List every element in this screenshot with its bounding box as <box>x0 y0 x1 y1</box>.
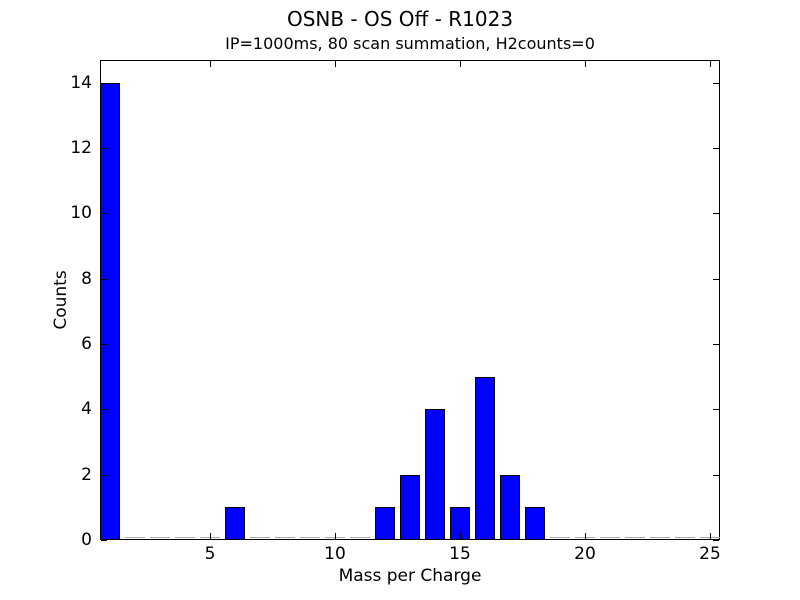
y-tick-label: 0 <box>81 530 92 550</box>
histogram-bar <box>425 409 445 540</box>
y-tick-label: 14 <box>70 73 92 93</box>
y-tick-mark-right <box>713 213 719 214</box>
x-tick-mark-top <box>585 61 586 67</box>
y-tick-mark <box>101 83 107 84</box>
chart-title: OSNB - OS Off - R1023 <box>286 7 514 31</box>
zero-count-bar-edge <box>175 537 195 538</box>
histogram-bar <box>375 507 395 540</box>
y-tick-label: 8 <box>81 269 92 289</box>
y-tick-mark-right <box>713 344 719 345</box>
y-tick-label: 2 <box>81 465 92 485</box>
zero-count-bar-edge <box>650 537 670 538</box>
y-tick-mark-right <box>713 409 719 410</box>
y-tick-label: 4 <box>81 399 92 419</box>
y-tick-mark <box>101 540 107 541</box>
x-tick-label: 15 <box>449 544 471 564</box>
zero-count-bar-edge <box>625 537 645 538</box>
zero-count-bar-edge <box>275 537 295 538</box>
y-tick-label: 6 <box>81 334 92 354</box>
histogram-bar <box>225 507 245 540</box>
x-tick-mark-top <box>460 61 461 67</box>
histogram-bar <box>500 475 520 540</box>
zero-count-bar-edge <box>675 537 695 538</box>
plot-area <box>100 60 720 540</box>
x-tick-mark <box>210 533 211 539</box>
y-tick-mark <box>101 148 107 149</box>
y-tick-mark-right <box>713 279 719 280</box>
zero-count-bar-edge <box>600 537 620 538</box>
histogram-bar <box>100 83 120 540</box>
y-tick-mark <box>101 344 107 345</box>
x-tick-label: 5 <box>204 544 216 564</box>
histogram-bar <box>400 475 420 540</box>
y-tick-mark <box>101 213 107 214</box>
x-tick-mark <box>710 533 711 539</box>
x-tick-mark-top <box>335 61 336 67</box>
zero-count-bar-edge <box>250 537 270 538</box>
histogram-bar <box>525 507 545 540</box>
zero-count-bar-edge <box>300 537 320 538</box>
x-tick-mark-top <box>710 61 711 67</box>
x-tick-mark <box>335 533 336 539</box>
x-tick-label: 20 <box>574 544 596 564</box>
y-tick-mark <box>101 409 107 410</box>
y-tick-mark-right <box>713 83 719 84</box>
chart-subtitle: IP=1000ms, 80 scan summation, H2counts=0 <box>225 34 595 53</box>
zero-count-bar-edge <box>125 537 145 538</box>
y-tick-label: 12 <box>70 138 92 158</box>
zero-count-bar-edge <box>350 537 370 538</box>
x-tick-mark <box>585 533 586 539</box>
y-tick-mark <box>101 279 107 280</box>
x-axis-label: Mass per Charge <box>338 566 482 586</box>
x-tick-label: 25 <box>699 544 721 564</box>
zero-count-bar-edge <box>150 537 170 538</box>
x-tick-mark-top <box>210 61 211 67</box>
y-tick-mark <box>101 475 107 476</box>
zero-count-bar-edge <box>550 537 570 538</box>
x-tick-mark <box>460 533 461 539</box>
y-tick-mark-right <box>713 475 719 476</box>
y-tick-mark-right <box>713 148 719 149</box>
y-tick-label: 10 <box>70 203 92 223</box>
histogram-bar <box>450 507 470 540</box>
y-tick-mark-right <box>713 540 719 541</box>
x-tick-label: 10 <box>324 544 346 564</box>
histogram-bar <box>475 377 495 540</box>
